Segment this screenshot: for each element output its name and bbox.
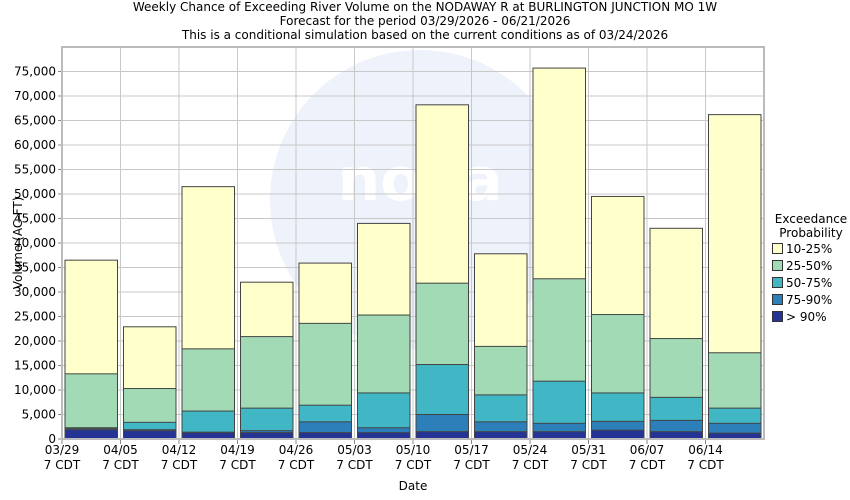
legend-item: 10-25% [772,240,850,257]
x-tick-sublabel: 7 CDT [453,458,490,472]
x-tick-label: 05/10 [396,443,431,457]
x-tick-label: 04/05 [103,443,138,457]
x-tick-label: 04/12 [162,443,197,457]
legend-swatch [772,277,783,288]
chart-title-line-1: Weekly Chance of Exceeding River Volume … [132,0,718,14]
x-tick-label: 06/14 [688,443,723,457]
y-tick-label: 35,000 [14,261,56,275]
legend-item: 75-90% [772,291,850,308]
x-tick-sublabel: 7 CDT [629,458,666,472]
y-tick-label: 55,000 [14,163,56,177]
x-tick-sublabel: 7 CDT [161,458,198,472]
y-axis-label: Volume (AC-FT) [11,197,25,290]
y-tick-label: 70,000 [14,89,56,103]
legend-item: 25-50% [772,257,850,274]
bar-segment--90--05-24 [532,431,586,440]
y-tick-label: 10,000 [14,383,56,397]
y-tick-label: 0 [48,432,56,446]
chart-title-line-3: This is a conditional simulation based o… [181,28,669,42]
legend-label: > 90% [786,309,827,324]
legend-item: > 90% [772,308,850,325]
legend: Exceedance Probability 10-25% 25-50% 50-75… [772,212,850,325]
x-tick-sublabel: 7 CDT [44,458,81,472]
legend-label: 25-50% [786,258,833,273]
x-tick-label: 04/26 [279,443,314,457]
y-tick-label: 20,000 [14,334,56,348]
y-tick-label: 60,000 [14,138,56,152]
legend-title-2: Probability [779,226,843,240]
legend-label: 10-25% [786,241,833,256]
x-tick-label: 06/07 [630,443,665,457]
legend-item: 50-75% [772,274,850,291]
y-tick-label: 45,000 [14,212,56,226]
x-tick-sublabel: 7 CDT [687,458,724,472]
x-axis-label: Date [399,479,428,493]
x-tick-sublabel: 7 CDT [102,458,139,472]
legend-title-1: Exceedance [774,212,848,226]
y-tick-label: 75,000 [14,65,56,79]
plot-border [61,46,765,440]
legend-swatch [772,260,783,271]
chart-title-line-2: Forecast for the period 03/29/2026 - 06/… [279,14,571,28]
x-tick-label: 05/24 [513,443,548,457]
x-tick-label: 04/19 [220,443,255,457]
y-tick-label: 15,000 [14,359,56,373]
legend-swatch [772,243,783,254]
x-tick-label: 05/31 [571,443,606,457]
x-tick-label: 05/03 [337,443,372,457]
legend-swatch [772,311,783,322]
x-tick-sublabel: 7 CDT [395,458,432,472]
legend-label: 50-75% [786,275,833,290]
bar-segment--90--05-17 [474,431,528,440]
bar-segment--90--06-07 [649,431,703,440]
x-tick-sublabel: 7 CDT [219,458,256,472]
x-tick-sublabel: 7 CDT [570,458,607,472]
x-tick-label: 03/29 [45,443,80,457]
y-tick-label: 25,000 [14,310,56,324]
legend-swatch [772,294,783,305]
y-tick-label: 40,000 [14,236,56,250]
x-tick-sublabel: 7 CDT [336,458,373,472]
legend-label: 75-90% [786,292,833,307]
y-tick-label: 30,000 [14,285,56,299]
y-tick-label: 65,000 [14,114,56,128]
bar-segment--90--04-05 [123,430,177,440]
x-tick-label: 05/17 [454,443,489,457]
bar-segment--90--05-31 [591,429,645,440]
bar-segment--90--05-10 [415,431,469,440]
x-tick-sublabel: 7 CDT [278,458,315,472]
x-tick-sublabel: 7 CDT [512,458,549,472]
y-tick-label: 50,000 [14,187,56,201]
bar-segment--90--03-29 [64,429,118,440]
y-tick-label: 5,000 [22,408,56,422]
